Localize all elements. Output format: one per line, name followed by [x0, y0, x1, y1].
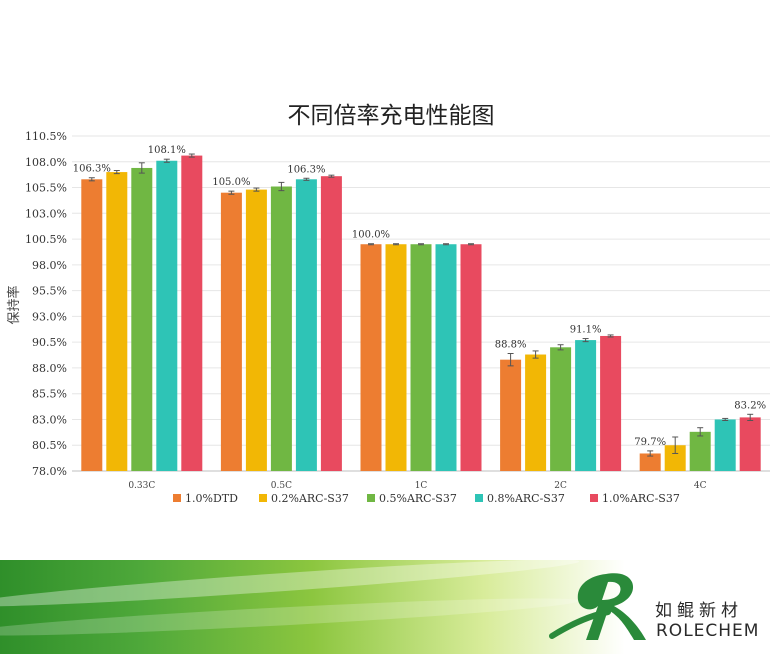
- y-tick-label: 85.5%: [32, 388, 67, 401]
- legend-label: 0.8%ARC-S37: [487, 492, 565, 505]
- legend-swatch: [259, 494, 267, 502]
- legend-swatch: [367, 494, 375, 502]
- bar: [639, 453, 661, 471]
- data-label: 108.1%: [148, 145, 186, 156]
- bar: [525, 354, 547, 471]
- legend-label: 1.0%ARC-S37: [602, 492, 680, 505]
- legend-label: 1.0%DTD: [185, 492, 238, 505]
- y-axis-ticks: 78.0% 80.5% 83.0% 85.5% 88.0% 90.5% 93.0% 95.5%…: [25, 130, 67, 478]
- bar: [131, 167, 153, 471]
- data-label: 106.3%: [73, 164, 111, 175]
- error-bars: [88, 153, 754, 457]
- brand-name-cn: 如鲲新材: [655, 601, 743, 621]
- data-label: 91.1%: [570, 325, 602, 336]
- bar: [245, 189, 267, 471]
- bar: [360, 244, 382, 471]
- bar: [664, 445, 686, 471]
- bar: [181, 155, 203, 472]
- y-tick-label: 90.5%: [32, 336, 67, 349]
- bar: [410, 244, 432, 471]
- x-tick-label: 1C: [415, 481, 428, 491]
- y-tick-label: 88.0%: [32, 362, 67, 375]
- y-tick-label: 80.5%: [32, 439, 67, 452]
- legend-label: 0.5%ARC-S37: [379, 492, 457, 505]
- bar: [550, 347, 572, 471]
- retention-chart: 不同倍率充电性能图 保持率 78.0% 80.5% 83.0% 85.5% 88.0% 9…: [6, 103, 770, 505]
- brand-name-en: ROLECHEM: [656, 621, 760, 641]
- y-tick-label: 95.5%: [32, 285, 67, 298]
- y-tick-label: 110.5%: [25, 130, 67, 143]
- y-tick-label: 105.5%: [25, 182, 67, 195]
- y-tick-label: 100.5%: [25, 233, 67, 246]
- legend: 1.0%DTD 0.2%ARC-S37 0.5%ARC-S37 0.8%ARC-S37…: [173, 492, 680, 505]
- x-tick-label: 0.5C: [271, 481, 292, 491]
- bar: [295, 179, 317, 472]
- x-tick-label: 4C: [694, 481, 707, 491]
- bar: [500, 359, 522, 471]
- bar: [435, 244, 457, 471]
- bar: [739, 417, 761, 471]
- y-axis-label: 保持率: [6, 285, 22, 324]
- x-tick-label: 0.33C: [128, 481, 155, 491]
- bar: [714, 419, 736, 471]
- bar: [385, 244, 407, 471]
- y-tick-label: 98.0%: [32, 259, 67, 272]
- legend-label: 0.2%ARC-S37: [271, 492, 349, 505]
- legend-swatch: [173, 494, 181, 502]
- data-label: 105.0%: [212, 177, 250, 188]
- y-tick-label: 83.0%: [32, 413, 67, 426]
- bar: [575, 340, 597, 471]
- bar: [106, 172, 128, 472]
- bars: [81, 155, 761, 472]
- y-tick-label: 103.0%: [25, 207, 67, 220]
- chart-title: 不同倍率充电性能图: [288, 103, 495, 129]
- x-tick-label: 2C: [554, 481, 567, 491]
- data-label: 79.7%: [634, 437, 666, 448]
- legend-swatch: [475, 494, 483, 502]
- bar: [270, 186, 292, 471]
- bar: [320, 176, 342, 471]
- y-tick-label: 78.0%: [32, 465, 67, 478]
- footer-banner: [0, 560, 781, 654]
- x-axis-ticks: 0.33C 0.5C 1C 2C 4C: [128, 481, 706, 491]
- legend-swatch: [590, 494, 598, 502]
- bar: [156, 160, 178, 471]
- rolechem-logo-icon: [549, 573, 646, 640]
- data-label: 88.8%: [495, 339, 527, 350]
- bar: [689, 431, 711, 471]
- y-tick-label: 108.0%: [25, 156, 67, 169]
- bar: [220, 192, 242, 471]
- y-tick-label: 93.0%: [32, 310, 67, 323]
- bar: [600, 335, 622, 471]
- data-label: 100.0%: [352, 230, 390, 241]
- data-labels: 106.3% 108.1% 105.0% 106.3% 100.0% 88.8% 91.1%…: [73, 145, 766, 448]
- data-label: 106.3%: [287, 164, 325, 175]
- data-label: 83.2%: [734, 400, 766, 411]
- bar: [81, 179, 103, 472]
- bar: [460, 244, 482, 471]
